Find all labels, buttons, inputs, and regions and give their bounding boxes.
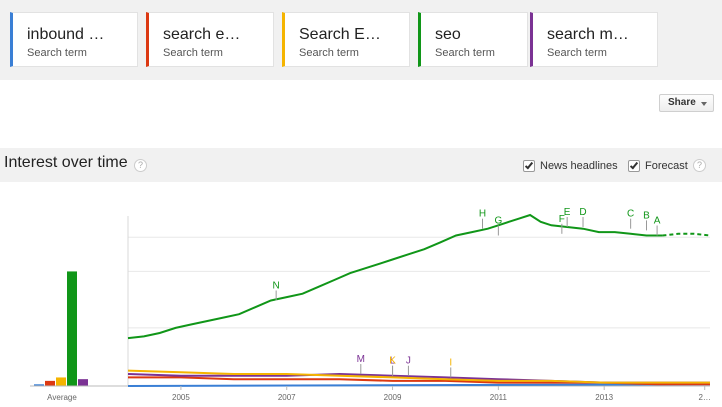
term-label: Search E… [299, 26, 381, 43]
average-bar[interactable] [78, 379, 88, 386]
term-card-1[interactable]: search e… Search term [146, 12, 274, 67]
interest-over-time-header: Interest over time ? News headlines Fore… [0, 148, 722, 182]
chart-series [127, 213, 711, 387]
average-bar[interactable] [56, 377, 66, 386]
news-annotation[interactable]: H [479, 209, 486, 220]
news-annotation[interactable]: N [273, 281, 280, 292]
x-tick-label: 2013 [595, 393, 613, 402]
term-sublabel: Search term [27, 47, 87, 59]
series-line [128, 376, 710, 386]
chevron-down-icon [701, 102, 707, 106]
average-label: Average [47, 393, 77, 402]
term-card-2[interactable]: Search E… Search term [282, 12, 410, 67]
news-annotation[interactable]: K [389, 356, 396, 367]
average-bar[interactable] [67, 271, 77, 386]
series-line [127, 213, 663, 340]
term-label: search e… [163, 26, 241, 43]
average-bar[interactable] [34, 384, 44, 386]
share-button[interactable]: Share [659, 94, 714, 112]
news-annotation[interactable]: E [564, 207, 571, 218]
news-annotation[interactable]: M [357, 354, 365, 365]
term-sublabel: Search term [435, 47, 495, 59]
share-label: Share [668, 97, 696, 108]
news-annotation[interactable]: D [579, 207, 586, 218]
news-annotation[interactable]: G [494, 216, 502, 227]
average-bar[interactable] [45, 380, 55, 386]
term-card-3[interactable]: seo Search term [418, 12, 528, 67]
x-axis-ticks: 2005 2007 2009 2011 2013 2… [172, 386, 711, 402]
news-annotation[interactable]: C [627, 209, 634, 220]
checkmark-icon [629, 160, 639, 170]
forecast-line [662, 232, 711, 237]
series-line [127, 383, 711, 387]
term-card-4[interactable]: search m… Search term [530, 12, 658, 67]
news-annotations: N HG FE D C B A M LK J I [273, 207, 661, 378]
news-headlines-label[interactable]: News headlines [540, 160, 618, 172]
x-tick-label: 2005 [172, 393, 190, 402]
x-tick-label: 2011 [490, 393, 508, 402]
search-terms-bar: inbound … Search term search e… Search t… [0, 0, 722, 80]
news-annotation[interactable]: B [643, 210, 650, 221]
term-label: search m… [547, 26, 629, 43]
news-annotation[interactable]: J [406, 356, 411, 367]
term-sublabel: Search term [299, 47, 359, 59]
news-headlines-checkbox[interactable] [523, 160, 535, 172]
news-annotation[interactable]: L [390, 356, 396, 367]
term-card-0[interactable]: inbound … Search term [10, 12, 138, 67]
x-tick-label: 2… [698, 393, 710, 402]
series-line [127, 369, 710, 384]
forecast-checkbox[interactable] [628, 160, 640, 172]
term-label: seo [435, 26, 461, 43]
term-label: inbound … [27, 26, 105, 43]
average-bars: Average [34, 271, 88, 402]
help-icon[interactable]: ? [693, 159, 706, 172]
news-annotation[interactable]: F [559, 214, 565, 225]
checkmark-icon [524, 160, 534, 170]
forecast-label[interactable]: Forecast [645, 160, 688, 172]
x-tick-label: 2007 [278, 393, 296, 402]
help-icon[interactable]: ? [134, 159, 147, 172]
news-annotation[interactable]: A [654, 216, 661, 227]
term-sublabel: Search term [547, 47, 607, 59]
x-tick-label: 2009 [384, 393, 402, 402]
chart-gridlines [30, 216, 710, 387]
section-title: Interest over time [4, 154, 128, 171]
series-line [127, 372, 710, 384]
term-sublabel: Search term [163, 47, 223, 59]
news-annotation[interactable]: I [449, 357, 452, 368]
